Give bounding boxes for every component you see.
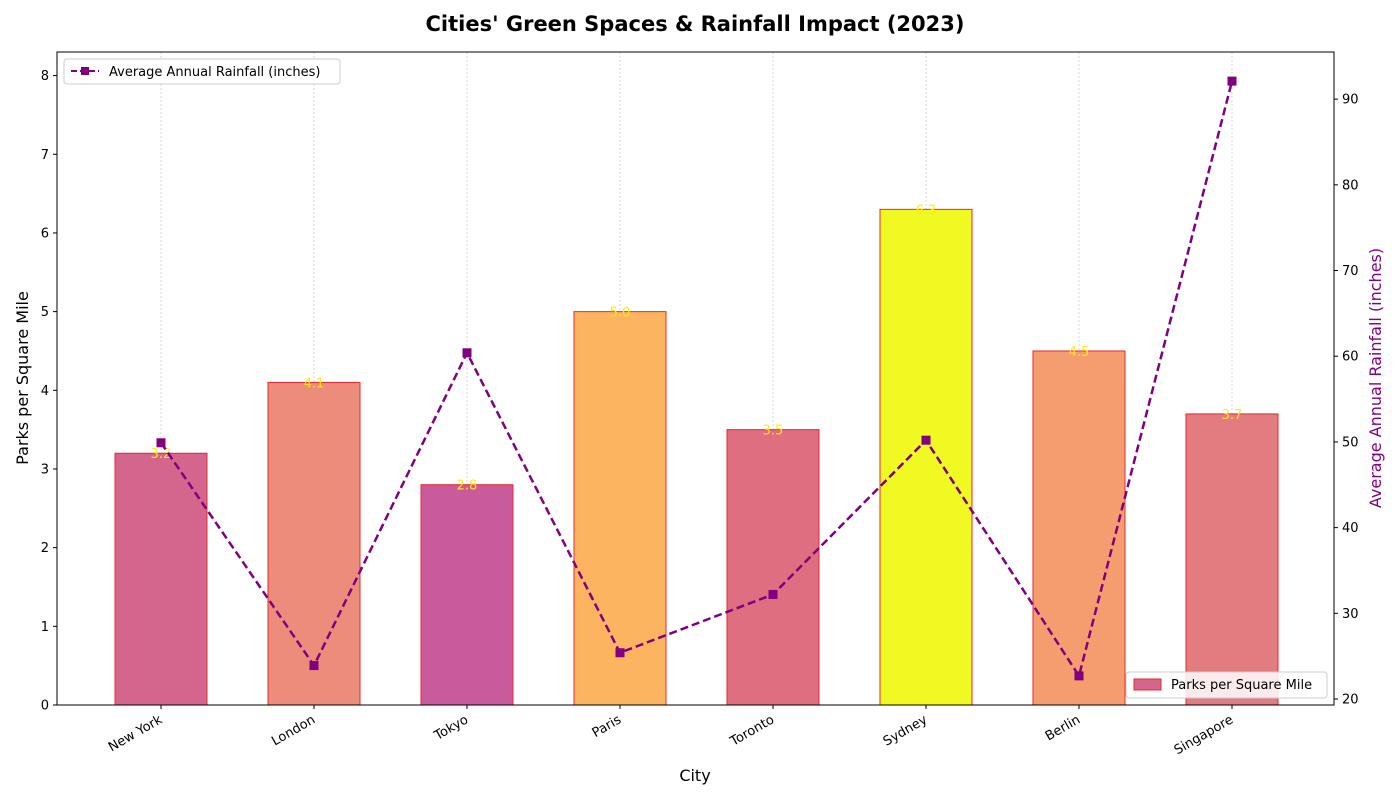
bar-value-label: 3.5	[763, 424, 784, 439]
x-tick-label: Paris	[590, 712, 625, 741]
right-tick-label: 30	[1342, 607, 1359, 622]
right-tick-label: 70	[1342, 264, 1359, 279]
x-tick-label: New York	[106, 712, 165, 755]
x-axis-title: City	[679, 766, 710, 785]
legend-line-label: Average Annual Rainfall (inches)	[109, 65, 320, 80]
right-tick-label: 60	[1342, 350, 1359, 365]
bar	[879, 208, 973, 706]
bar	[1032, 350, 1126, 706]
legend-bar-label: Parks per Square Mile	[1171, 678, 1312, 693]
left-tick-label: 5	[41, 305, 49, 320]
legend-line-series: Average Annual Rainfall (inches)	[63, 58, 341, 85]
line-layer	[156, 76, 1237, 681]
plot-frame	[56, 51, 1335, 706]
rainfall-point	[1074, 671, 1084, 681]
x-tick-label: London	[269, 712, 318, 749]
left-tick-label: 7	[41, 148, 49, 163]
x-tick-label: Tokyo	[431, 712, 471, 744]
right-tick-label: 90	[1342, 93, 1359, 108]
right-tick-label: 80	[1342, 178, 1359, 193]
right-axis: 20 30 40 50 60 70 80 90	[1334, 93, 1359, 708]
left-tick-label: 3	[41, 462, 49, 477]
bar	[573, 311, 667, 706]
bar-value-label: 6.3	[916, 203, 937, 218]
bar	[420, 484, 514, 706]
left-tick-label: 4	[41, 384, 49, 399]
rainfall-point	[615, 648, 625, 658]
rainfall-point	[462, 348, 472, 358]
bar-value-label: 4.5	[1069, 345, 1090, 360]
left-tick-label: 8	[41, 69, 49, 84]
legend-line-marker	[81, 67, 89, 75]
bar-value-label: 3.7	[1222, 408, 1243, 423]
left-axis: 0 1 2 3 4 5 6 7 8	[41, 69, 57, 714]
left-tick-label: 2	[41, 541, 49, 556]
bar-layer	[114, 208, 1279, 706]
bar	[267, 381, 361, 706]
left-tick-label: 6	[41, 226, 49, 241]
rainfall-point	[768, 589, 778, 599]
legend-line-box	[63, 58, 341, 85]
legend-bar-series: Parks per Square Mile	[1125, 671, 1328, 699]
x-tick-label: Berlin	[1043, 712, 1083, 744]
right-tick-label: 40	[1342, 521, 1359, 536]
rainfall-point	[309, 661, 319, 671]
left-tick-label: 0	[41, 699, 49, 714]
bar	[726, 429, 820, 706]
x-tick-label: Toronto	[727, 712, 777, 750]
rainfall-line	[159, 80, 1234, 679]
legend-bar-swatch	[1133, 678, 1162, 691]
right-tick-label: 50	[1342, 435, 1359, 450]
rainfall-point	[1227, 76, 1237, 86]
legend-bar-box	[1125, 671, 1328, 699]
x-axis: New York London Tokyo Paris Toronto Sydney Ber…	[106, 705, 1236, 758]
rainfall-point	[156, 438, 166, 448]
bar-value-label: 2.8	[457, 479, 478, 494]
y2-axis-title: Average Annual Rainfall (inches)	[1366, 248, 1385, 508]
bar-label-layer: 3.2 4.1 2.8 5.0 3.5 6.3 4.5 3.7	[151, 203, 1243, 493]
y-axis-title: Parks per Square Mile	[13, 291, 32, 465]
right-tick-label: 20	[1342, 693, 1359, 708]
bar	[114, 452, 208, 706]
rainfall-point	[921, 435, 931, 445]
left-tick-label: 1	[41, 620, 49, 635]
bar	[1185, 413, 1279, 706]
bar-value-label: 3.2	[151, 447, 172, 462]
x-tick-label: Singapore	[1172, 712, 1236, 758]
bar-value-label: 5.0	[610, 306, 631, 321]
x-tick-label: Sydney	[881, 712, 930, 749]
bar-value-label: 4.1	[304, 376, 325, 391]
chart-title: Cities' Green Spaces & Rainfall Impact (…	[426, 12, 965, 36]
